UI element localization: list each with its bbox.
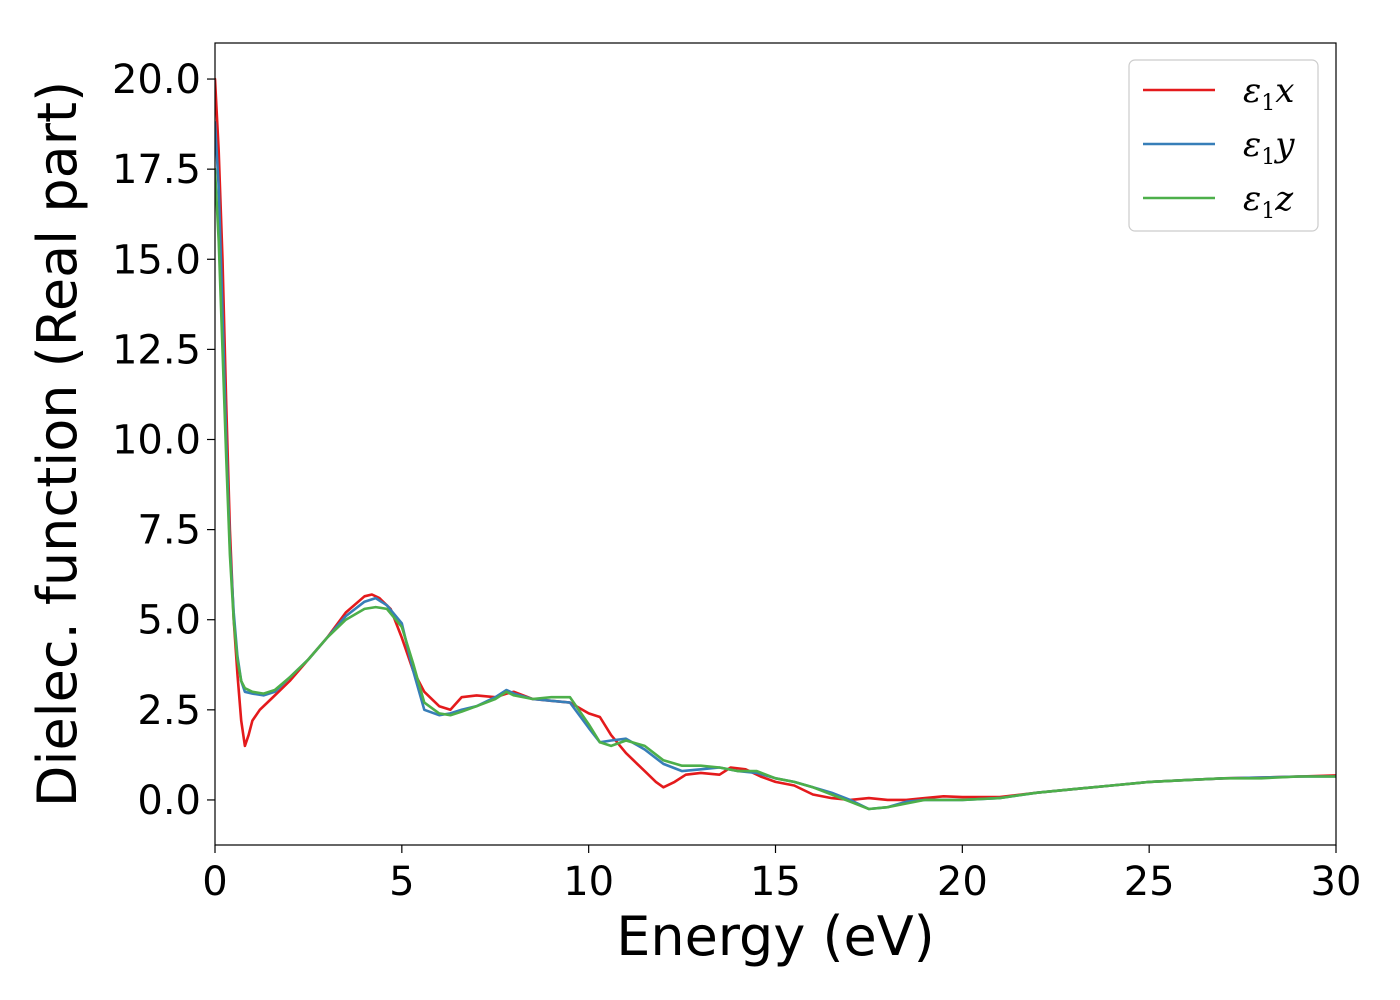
series-line-x <box>215 77 1336 802</box>
y-tick-label: 20.0 <box>112 57 201 103</box>
x-tick-label: 0 <box>202 859 227 905</box>
x-tick-label: 25 <box>1124 859 1175 905</box>
legend-label-z: ε1z <box>1243 179 1294 224</box>
y-tick-label: 15.0 <box>112 237 201 283</box>
y-tick-label: 12.5 <box>112 327 201 373</box>
x-axis: 0 5 10 15 20 25 30 <box>202 845 1361 905</box>
x-axis-title: Energy (eV) <box>616 905 935 968</box>
y-axis-title: Dielec. function (Real part) <box>26 81 89 807</box>
series-line-z <box>215 167 1336 811</box>
legend-label-x: ε1x <box>1243 71 1294 116</box>
legend-label-y: ε1y <box>1243 125 1295 170</box>
x-tick-label: 20 <box>937 859 988 905</box>
legend: ε1x ε1y ε1z <box>1128 59 1319 232</box>
x-tick-label: 10 <box>563 859 614 905</box>
y-tick-label: 10.0 <box>112 417 201 463</box>
y-tick-label: 7.5 <box>137 508 201 554</box>
x-tick-label: 30 <box>1311 859 1362 905</box>
series-layer <box>215 77 1336 811</box>
y-tick-label: 5.0 <box>137 598 201 644</box>
legend-box <box>1128 59 1319 232</box>
y-tick-label: 0.0 <box>137 778 201 824</box>
y-axis: 0.0 2.5 5.0 7.5 10.0 12.5 15.0 17.5 20.0 <box>112 57 215 824</box>
y-tick-label: 17.5 <box>112 147 201 193</box>
x-tick-label: 15 <box>750 859 801 905</box>
y-tick-label: 2.5 <box>137 688 201 734</box>
x-tick-label: 5 <box>389 859 414 905</box>
